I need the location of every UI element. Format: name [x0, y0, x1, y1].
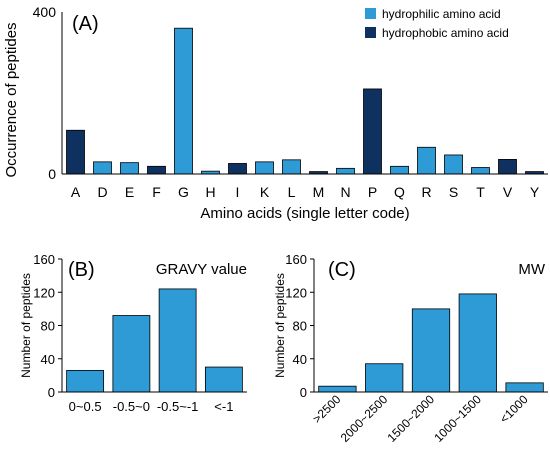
x-axis-label-a: Amino acids (single letter code)	[200, 205, 409, 222]
panel-b	[58, 258, 247, 393]
panel-label-a: (A)	[72, 13, 99, 35]
x-tick-a: S	[449, 184, 458, 200]
bar-1000~1500	[458, 293, 497, 393]
y-axis-label: Number of peptides	[19, 273, 33, 378]
x-tick-label: 1000~1500	[431, 392, 484, 445]
y-tick-label: 80	[41, 319, 55, 334]
bar-A	[66, 129, 85, 175]
x-tick-a: G	[178, 184, 189, 200]
bar-E	[120, 162, 139, 175]
x-tick-a: H	[205, 184, 215, 200]
x-tick-label: 1500~2000	[385, 392, 438, 445]
y-tick-label: 80	[293, 319, 307, 334]
x-tick-a: R	[421, 184, 431, 200]
x-tick-a: I	[236, 184, 240, 200]
bar-Q	[390, 165, 409, 175]
legend-swatch-1	[365, 27, 376, 38]
panel-title: GRAVY value	[156, 261, 247, 278]
x-tick-label: <1000	[497, 392, 531, 426]
y-axis-label: Number of peptides	[273, 273, 287, 378]
bar-R	[417, 146, 436, 175]
x-tick-label: -0.5~0	[113, 399, 150, 414]
x-tick-label: 2000~2500	[338, 392, 391, 445]
bar--0.5~0	[112, 315, 151, 393]
bar-N	[336, 167, 355, 175]
bar--0.5~-1	[158, 288, 197, 393]
x-tick-a: P	[368, 184, 377, 200]
x-tick-a: T	[476, 184, 485, 200]
x-tick-a: L	[288, 184, 296, 200]
bar-<-1	[204, 366, 243, 393]
legend-swatch-0	[365, 8, 376, 19]
y-tick-label: 40	[41, 352, 55, 367]
panel-c	[310, 258, 548, 393]
bar->2500	[318, 385, 357, 393]
y-tick-label: 120	[285, 285, 307, 300]
x-tick-a: F	[152, 184, 161, 200]
bar-P	[363, 88, 382, 175]
legend-label-1: hydrophobic amino acid	[382, 26, 509, 40]
x-tick-a: D	[97, 184, 107, 200]
panel-a	[61, 8, 548, 175]
bar-I	[228, 163, 247, 175]
x-tick-a: M	[313, 184, 325, 200]
bar-G	[174, 27, 193, 175]
bar-2000~2500	[365, 363, 404, 393]
y-tick-a: 0	[48, 166, 56, 182]
bar-L	[282, 159, 301, 175]
bar-F	[147, 165, 166, 175]
x-tick-a: E	[125, 184, 134, 200]
bar-D	[93, 161, 112, 175]
x-tick-a: N	[340, 184, 350, 200]
bar-S	[444, 154, 463, 175]
bar-0~0.5	[66, 369, 105, 393]
x-tick-a: Q	[394, 184, 405, 200]
x-tick-label: <-1	[214, 399, 233, 414]
y-tick-label: 0	[300, 385, 307, 400]
legend-label-0: hydrophilic amino acid	[382, 7, 501, 21]
x-tick-a: A	[71, 184, 81, 200]
y-tick-label: 0	[48, 385, 55, 400]
y-tick-label: 120	[33, 285, 55, 300]
y-tick-a: 400	[33, 4, 57, 20]
bar-<1000	[505, 382, 544, 393]
y-tick-label: 160	[285, 252, 307, 267]
x-tick-a: K	[260, 184, 270, 200]
panel-label: (C)	[328, 259, 356, 281]
bar-K	[255, 161, 274, 175]
bar-T	[471, 167, 490, 175]
bar-V	[498, 159, 517, 175]
bar-1500~2000	[411, 308, 451, 393]
x-tick-a: Y	[530, 184, 540, 200]
y-axis-label-a: Occurrence of peptides	[3, 22, 20, 177]
x-tick-label: >2500	[310, 392, 344, 426]
panel-title: MW	[518, 261, 545, 278]
y-tick-label: 160	[33, 252, 55, 267]
x-tick-label: 0~0.5	[69, 399, 102, 414]
y-tick-label: 40	[293, 352, 307, 367]
x-tick-label: -0.5~-1	[157, 399, 199, 414]
x-tick-a: V	[503, 184, 513, 200]
panel-label: (B)	[68, 259, 95, 281]
